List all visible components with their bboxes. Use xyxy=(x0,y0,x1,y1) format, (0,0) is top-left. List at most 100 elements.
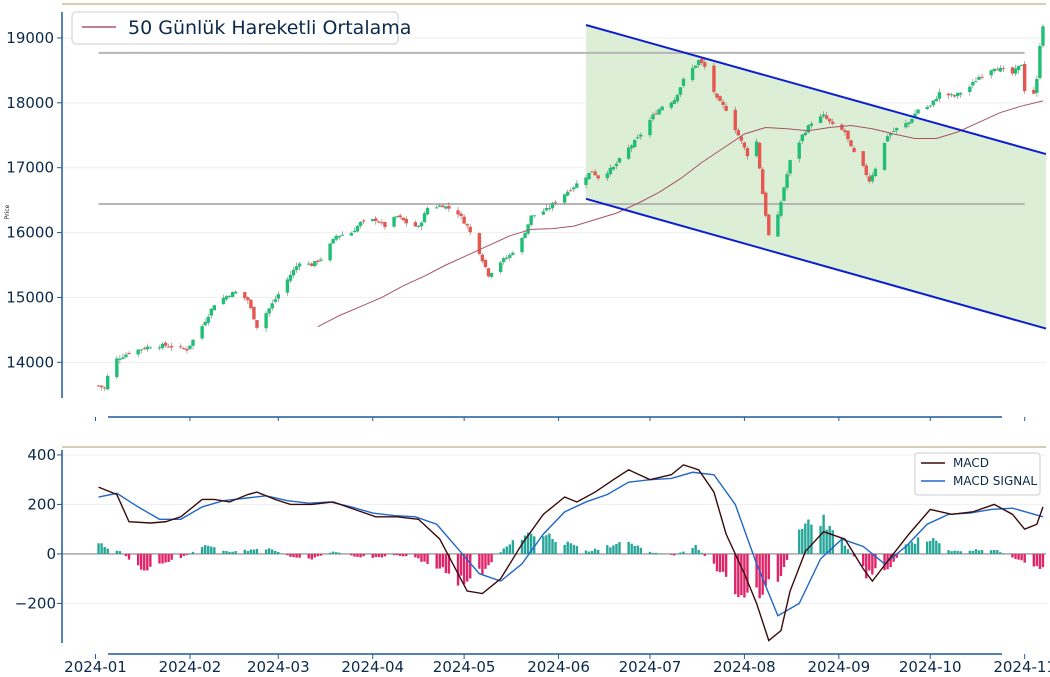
histogram-bar xyxy=(398,553,402,556)
legend-macd-label: MACD xyxy=(953,456,989,470)
histogram-bar xyxy=(929,540,932,554)
histogram-bar xyxy=(593,548,597,554)
candle xyxy=(736,127,741,136)
candle xyxy=(611,166,616,171)
histogram-bar xyxy=(548,533,551,554)
histogram-bar xyxy=(1038,553,1042,569)
histogram-bar xyxy=(569,543,572,554)
candle xyxy=(925,104,929,110)
histogram-bar xyxy=(246,550,250,554)
histogram-bar xyxy=(913,543,917,554)
candle xyxy=(587,172,591,180)
histogram-bar xyxy=(950,551,953,554)
candle xyxy=(693,65,698,69)
macd-legend: MACD MACD SIGNAL xyxy=(914,452,1041,496)
histogram-bar xyxy=(267,548,271,554)
histogram-bar xyxy=(106,548,109,554)
candle xyxy=(477,232,482,256)
candle xyxy=(852,146,856,154)
histogram-bar xyxy=(980,550,984,554)
candle xyxy=(590,171,594,173)
candle xyxy=(596,174,600,181)
histogram-bar xyxy=(584,550,588,554)
candle xyxy=(462,214,466,224)
candle xyxy=(310,262,314,267)
histogram-bar xyxy=(435,553,438,569)
candle xyxy=(831,118,835,126)
candle xyxy=(760,166,765,195)
histogram-bar xyxy=(526,532,530,554)
histogram-bar xyxy=(968,550,972,554)
histogram-bar xyxy=(673,553,676,556)
histogram-bar xyxy=(801,528,804,554)
histogram-bar xyxy=(996,550,999,554)
candle xyxy=(182,346,186,350)
histogram-bar xyxy=(670,553,673,555)
candle xyxy=(374,216,378,225)
histogram-bar xyxy=(782,553,786,567)
histogram-bar xyxy=(243,549,246,554)
histogram-bar xyxy=(170,553,173,560)
candle xyxy=(739,135,744,145)
candle xyxy=(636,134,640,140)
candle xyxy=(203,318,207,327)
candle xyxy=(767,213,771,236)
candle xyxy=(934,96,939,102)
candle xyxy=(651,111,655,122)
price-legend: 50 Günlük Hareketli Ortalama xyxy=(71,11,411,45)
histogram-bar xyxy=(213,547,216,554)
histogram-bar xyxy=(225,551,228,554)
histogram-bar xyxy=(691,548,694,554)
candle xyxy=(169,342,174,352)
histogram-bar xyxy=(639,547,643,554)
channel-upper-line xyxy=(585,24,1047,156)
histogram-bar xyxy=(316,553,320,557)
histogram-bar xyxy=(353,553,356,557)
candle xyxy=(1019,64,1024,66)
histogram-bar xyxy=(295,553,298,558)
candle xyxy=(861,150,865,168)
horizontal-levels xyxy=(98,51,1025,206)
histogram-bar xyxy=(679,552,682,554)
histogram-bar xyxy=(529,533,533,554)
histogram-bar xyxy=(210,546,213,554)
candle xyxy=(191,339,195,350)
histogram-bar xyxy=(606,545,609,554)
price-y-tick-label: 14000 xyxy=(6,353,54,371)
candle xyxy=(821,111,826,118)
candle xyxy=(788,159,792,177)
histogram-bar xyxy=(380,553,384,558)
histogram-bar xyxy=(776,553,780,582)
candle xyxy=(712,62,716,95)
candle xyxy=(249,298,253,310)
histogram-bar xyxy=(307,553,310,559)
histogram-bar xyxy=(551,539,554,554)
candle xyxy=(145,343,150,352)
candlesticks xyxy=(96,24,1045,391)
histogram-bar xyxy=(490,553,493,563)
histogram-bar xyxy=(298,553,301,558)
histogram-bar xyxy=(572,544,576,554)
candle xyxy=(319,256,323,263)
candle xyxy=(566,189,570,197)
histogram-bar xyxy=(910,541,914,554)
candle xyxy=(608,164,613,177)
histogram-bar xyxy=(334,552,338,554)
candle xyxy=(377,220,381,224)
channel-lower-line xyxy=(585,197,1047,330)
candle xyxy=(1013,64,1018,76)
candle xyxy=(672,97,677,105)
histogram-bar xyxy=(274,550,277,554)
candle xyxy=(958,92,963,98)
price-panel: 14000 15000 16000 17000 18000 19000 Price 50 … xyxy=(4,11,1047,418)
candle xyxy=(745,146,750,160)
candle xyxy=(352,227,357,233)
price-y-tick-label: 16000 xyxy=(6,224,54,242)
candle xyxy=(115,356,119,379)
histogram-bar xyxy=(456,553,460,586)
macd-y-tick-label: 200 xyxy=(27,495,56,513)
candle xyxy=(800,133,804,145)
candle xyxy=(270,299,274,312)
candle xyxy=(438,203,442,208)
candle xyxy=(1041,24,1045,48)
